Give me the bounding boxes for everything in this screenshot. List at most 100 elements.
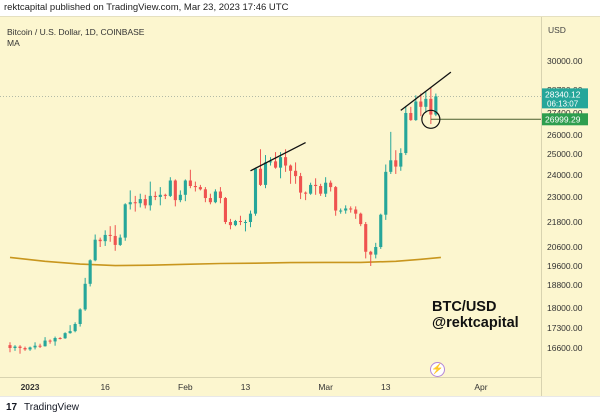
candle-body: [248, 213, 253, 222]
candle-body: [8, 345, 12, 348]
ma-legend[interactable]: MA: [7, 38, 20, 48]
price-tick-label: 16600.00: [547, 343, 583, 353]
price-tick-label: 24000.00: [547, 170, 583, 180]
candle-body: [23, 348, 27, 350]
candle-body: [334, 187, 338, 211]
candle-body: [263, 162, 268, 185]
candle-body: [379, 214, 383, 247]
level-price-box: [542, 113, 588, 126]
price-tick-label: 18800.00: [547, 280, 583, 290]
candle-body: [38, 345, 42, 347]
publication-text: rektcapital published on TradingView.com…: [4, 2, 289, 13]
candle-body: [369, 251, 373, 255]
price-tick-label: 20600.00: [547, 242, 583, 252]
candle-body: [198, 187, 202, 190]
candle-body: [434, 96, 438, 115]
tradingview-logo-icon[interactable]: 17: [6, 402, 18, 413]
candle-body: [178, 194, 182, 201]
price-tick-label: 25000.00: [547, 149, 583, 159]
candle-body: [73, 324, 77, 332]
publication-header: rektcapital published on TradingView.com…: [0, 0, 600, 16]
watermark-symbol: BTC/USD: [432, 299, 497, 315]
candle-body: [284, 157, 288, 166]
candle-body: [424, 98, 428, 107]
candle-body: [113, 235, 117, 245]
time-axis[interactable]: 2023 16 Feb 13 Mar 13 Apr: [21, 382, 488, 392]
time-tick-label: Mar: [318, 382, 333, 392]
price-tick-label: 19600.00: [547, 261, 583, 271]
candle-body: [148, 195, 152, 206]
symbol-legend: Bitcoin / U.S. Dollar, 1D, COINBASE: [7, 27, 145, 37]
candle-body: [28, 347, 32, 350]
candle-body: [103, 234, 107, 242]
candle-body: [419, 101, 423, 107]
candle-body: [404, 113, 408, 154]
candle-body: [429, 98, 433, 115]
candle-body: [18, 346, 22, 348]
candle-body: [183, 180, 187, 195]
candle-body: [384, 171, 388, 215]
time-tick-label: 13: [241, 382, 251, 392]
candle-body: [278, 157, 283, 168]
candle-body: [324, 182, 328, 194]
candle-body: [43, 340, 47, 347]
candle-body: [389, 160, 393, 172]
candle-body: [374, 247, 378, 255]
candlestick-chart[interactable]: 30000.0028700.0027400.0026000.0025000.00…: [0, 17, 600, 397]
candle-body: [414, 101, 418, 121]
candle-body: [304, 192, 308, 194]
candle-body: [314, 184, 318, 186]
price-axis[interactable]: 30000.0028700.0027400.0026000.0025000.00…: [547, 56, 583, 353]
watermark: BTC/USD @rektcapital: [432, 299, 519, 331]
candle-body: [359, 213, 363, 225]
candle-body: [409, 113, 413, 121]
candle-body: [98, 239, 102, 242]
candle-body: [238, 220, 243, 222]
candle-body: [208, 198, 212, 203]
candle-body: [48, 340, 52, 342]
last-price-label: 28340.12: [545, 89, 581, 99]
candle-body: [128, 202, 132, 205]
price-tick-label: 23000.00: [547, 192, 583, 202]
lightning-icon[interactable]: ⚡: [430, 362, 445, 377]
trendline: [250, 142, 306, 172]
time-tick-label: Feb: [178, 382, 193, 392]
candle-body: [143, 199, 147, 206]
time-tick-label: 16: [100, 382, 110, 392]
candle-body: [349, 208, 353, 210]
candle-body: [273, 161, 278, 168]
moving-average-layer: [9, 256, 441, 267]
candle-body: [68, 331, 72, 334]
candle-body: [53, 338, 57, 342]
price-tick-label: 30000.00: [547, 56, 583, 66]
candle-body: [289, 165, 293, 171]
candle-body: [309, 184, 313, 194]
candle-body: [299, 176, 303, 193]
circle-marker: [421, 109, 441, 129]
price-tick-label: 17300.00: [547, 323, 583, 333]
candle-body: [58, 338, 62, 339]
candle-body: [223, 198, 227, 222]
candle-body: [233, 220, 238, 226]
candle-body: [203, 189, 207, 199]
candle-body: [218, 191, 222, 199]
candle-body: [123, 204, 127, 238]
candle-body: [83, 283, 87, 310]
candle-body: [138, 199, 142, 204]
price-tick-label: 18000.00: [547, 303, 583, 313]
price-axis-divider: [541, 17, 542, 397]
candle-body: [108, 234, 112, 236]
price-tick-label: 21800.00: [547, 217, 583, 227]
candle-body: [228, 222, 232, 226]
candle-body: [133, 202, 137, 204]
candle-body: [158, 194, 162, 197]
candle-body: [344, 208, 348, 211]
candle-body: [13, 346, 17, 348]
candle-body: [339, 210, 343, 212]
candles-layer: [8, 87, 438, 354]
tradingview-brand[interactable]: TradingView: [24, 402, 80, 413]
chart-panel[interactable]: 30000.0028700.0027400.0026000.0025000.00…: [0, 16, 600, 397]
candle-body: [253, 168, 258, 214]
candle-body: [168, 180, 172, 196]
candle-body: [294, 170, 298, 177]
